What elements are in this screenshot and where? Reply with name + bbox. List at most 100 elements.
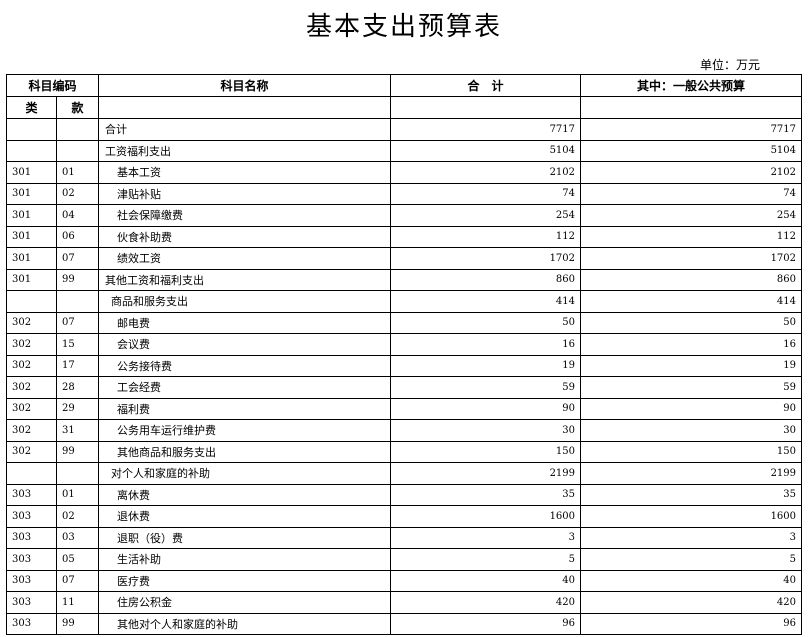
general-cell: 50 [580, 311, 803, 334]
name-cell: 其他商品和服务支出 [98, 440, 392, 463]
total-cell: 420 [390, 591, 582, 614]
code-kuan-cell: 29 [55, 397, 100, 420]
general-cell: 30 [580, 419, 803, 442]
code-lei-cell: 301 [6, 247, 57, 270]
total-cell: 40 [390, 569, 582, 592]
code-kuan-cell: 05 [55, 548, 100, 571]
table-row: 303 05 生活补助 5 5 [6, 548, 803, 571]
code-lei-cell: 301 [6, 182, 57, 205]
header-lei: 类 [6, 96, 57, 119]
table-row: 302 29 福利费 90 90 [6, 397, 803, 420]
table-row: 302 07 邮电费 50 50 [6, 311, 803, 334]
budget-table: 科目编码 科目名称 合 计 其中：一般公共预算 类 款 合计 7717 7717 工资… [5, 74, 803, 635]
total-cell: 1702 [390, 247, 582, 270]
general-cell: 5 [580, 548, 803, 571]
table-row: 303 01 离休费 35 35 [6, 483, 803, 506]
general-cell: 40 [580, 569, 803, 592]
code-lei-cell: 302 [6, 333, 57, 356]
total-cell: 19 [390, 354, 582, 377]
total-cell: 150 [390, 440, 582, 463]
general-cell: 19 [580, 354, 803, 377]
code-lei-cell [6, 462, 57, 485]
table-row: 商品和服务支出 414 414 [6, 290, 803, 313]
table-row: 对个人和家庭的补助 2199 2199 [6, 462, 803, 485]
table-row: 301 99 其他工资和福利支出 860 860 [6, 268, 803, 291]
table-row: 302 31 公务用车运行维护费 30 30 [6, 419, 803, 442]
table-row: 302 15 会议费 16 16 [6, 333, 803, 356]
name-cell: 生活补助 [98, 548, 392, 571]
total-cell: 96 [390, 612, 582, 635]
general-cell: 3 [580, 526, 803, 549]
code-lei-cell: 303 [6, 505, 57, 528]
code-kuan-cell: 06 [55, 225, 100, 248]
code-kuan-cell: 01 [55, 483, 100, 506]
name-cell: 合计 [98, 118, 392, 141]
general-cell: 7717 [580, 118, 803, 141]
general-cell: 16 [580, 333, 803, 356]
name-cell: 对个人和家庭的补助 [98, 462, 392, 485]
code-lei-cell: 302 [6, 354, 57, 377]
total-cell: 90 [390, 397, 582, 420]
code-kuan-cell: 28 [55, 376, 100, 399]
code-lei-cell: 303 [6, 526, 57, 549]
subheader-row: 类 款 [6, 96, 803, 119]
table-row: 303 03 退职（役）费 3 3 [6, 526, 803, 549]
total-cell: 5 [390, 548, 582, 571]
code-kuan-cell [55, 290, 100, 313]
code-kuan-cell [55, 118, 100, 141]
code-kuan-cell: 15 [55, 333, 100, 356]
code-lei-cell [6, 118, 57, 141]
table-row: 303 11 住房公积金 420 420 [6, 591, 803, 614]
code-lei-cell [6, 139, 57, 162]
code-lei-cell: 301 [6, 225, 57, 248]
name-cell: 退职（役）费 [98, 526, 392, 549]
general-cell: 59 [580, 376, 803, 399]
code-kuan-cell: 99 [55, 440, 100, 463]
code-lei-cell: 301 [6, 161, 57, 184]
general-cell: 112 [580, 225, 803, 248]
general-cell: 420 [580, 591, 803, 614]
code-kuan-cell: 02 [55, 182, 100, 205]
name-cell: 公务接待费 [98, 354, 392, 377]
name-cell: 工会经费 [98, 376, 392, 399]
code-kuan-cell: 99 [55, 612, 100, 635]
code-kuan-cell: 11 [55, 591, 100, 614]
general-cell: 1702 [580, 247, 803, 270]
total-cell: 1600 [390, 505, 582, 528]
code-lei-cell: 301 [6, 268, 57, 291]
code-lei-cell: 302 [6, 419, 57, 442]
general-cell: 1600 [580, 505, 803, 528]
code-kuan-cell: 07 [55, 569, 100, 592]
general-cell: 414 [580, 290, 803, 313]
code-lei-cell: 303 [6, 548, 57, 571]
header-name: 科目名称 [98, 74, 392, 97]
general-cell: 860 [580, 268, 803, 291]
total-cell: 254 [390, 204, 582, 227]
name-cell: 邮电费 [98, 311, 392, 334]
name-cell: 商品和服务支出 [98, 290, 392, 313]
name-cell: 基本工资 [98, 161, 392, 184]
name-cell: 公务用车运行维护费 [98, 419, 392, 442]
name-cell: 会议费 [98, 333, 392, 356]
code-kuan-cell: 03 [55, 526, 100, 549]
general-cell: 2199 [580, 462, 803, 485]
name-cell: 福利费 [98, 397, 392, 420]
name-cell: 住房公积金 [98, 591, 392, 614]
total-cell: 112 [390, 225, 582, 248]
code-kuan-cell: 99 [55, 268, 100, 291]
table-row: 301 07 绩效工资 1702 1702 [6, 247, 803, 270]
code-lei-cell: 303 [6, 612, 57, 635]
name-cell: 医疗费 [98, 569, 392, 592]
code-lei-cell: 302 [6, 376, 57, 399]
name-cell: 津贴补贴 [98, 182, 392, 205]
code-kuan-cell: 07 [55, 247, 100, 270]
general-cell: 150 [580, 440, 803, 463]
header-total: 合 计 [390, 74, 582, 97]
code-lei-cell: 303 [6, 591, 57, 614]
code-lei-cell: 301 [6, 204, 57, 227]
name-cell: 离休费 [98, 483, 392, 506]
table-row: 303 99 其他对个人和家庭的补助 96 96 [6, 612, 803, 635]
code-lei-cell: 302 [6, 311, 57, 334]
unit-label: 单位：万元 [699, 58, 760, 72]
total-cell: 2199 [390, 462, 582, 485]
